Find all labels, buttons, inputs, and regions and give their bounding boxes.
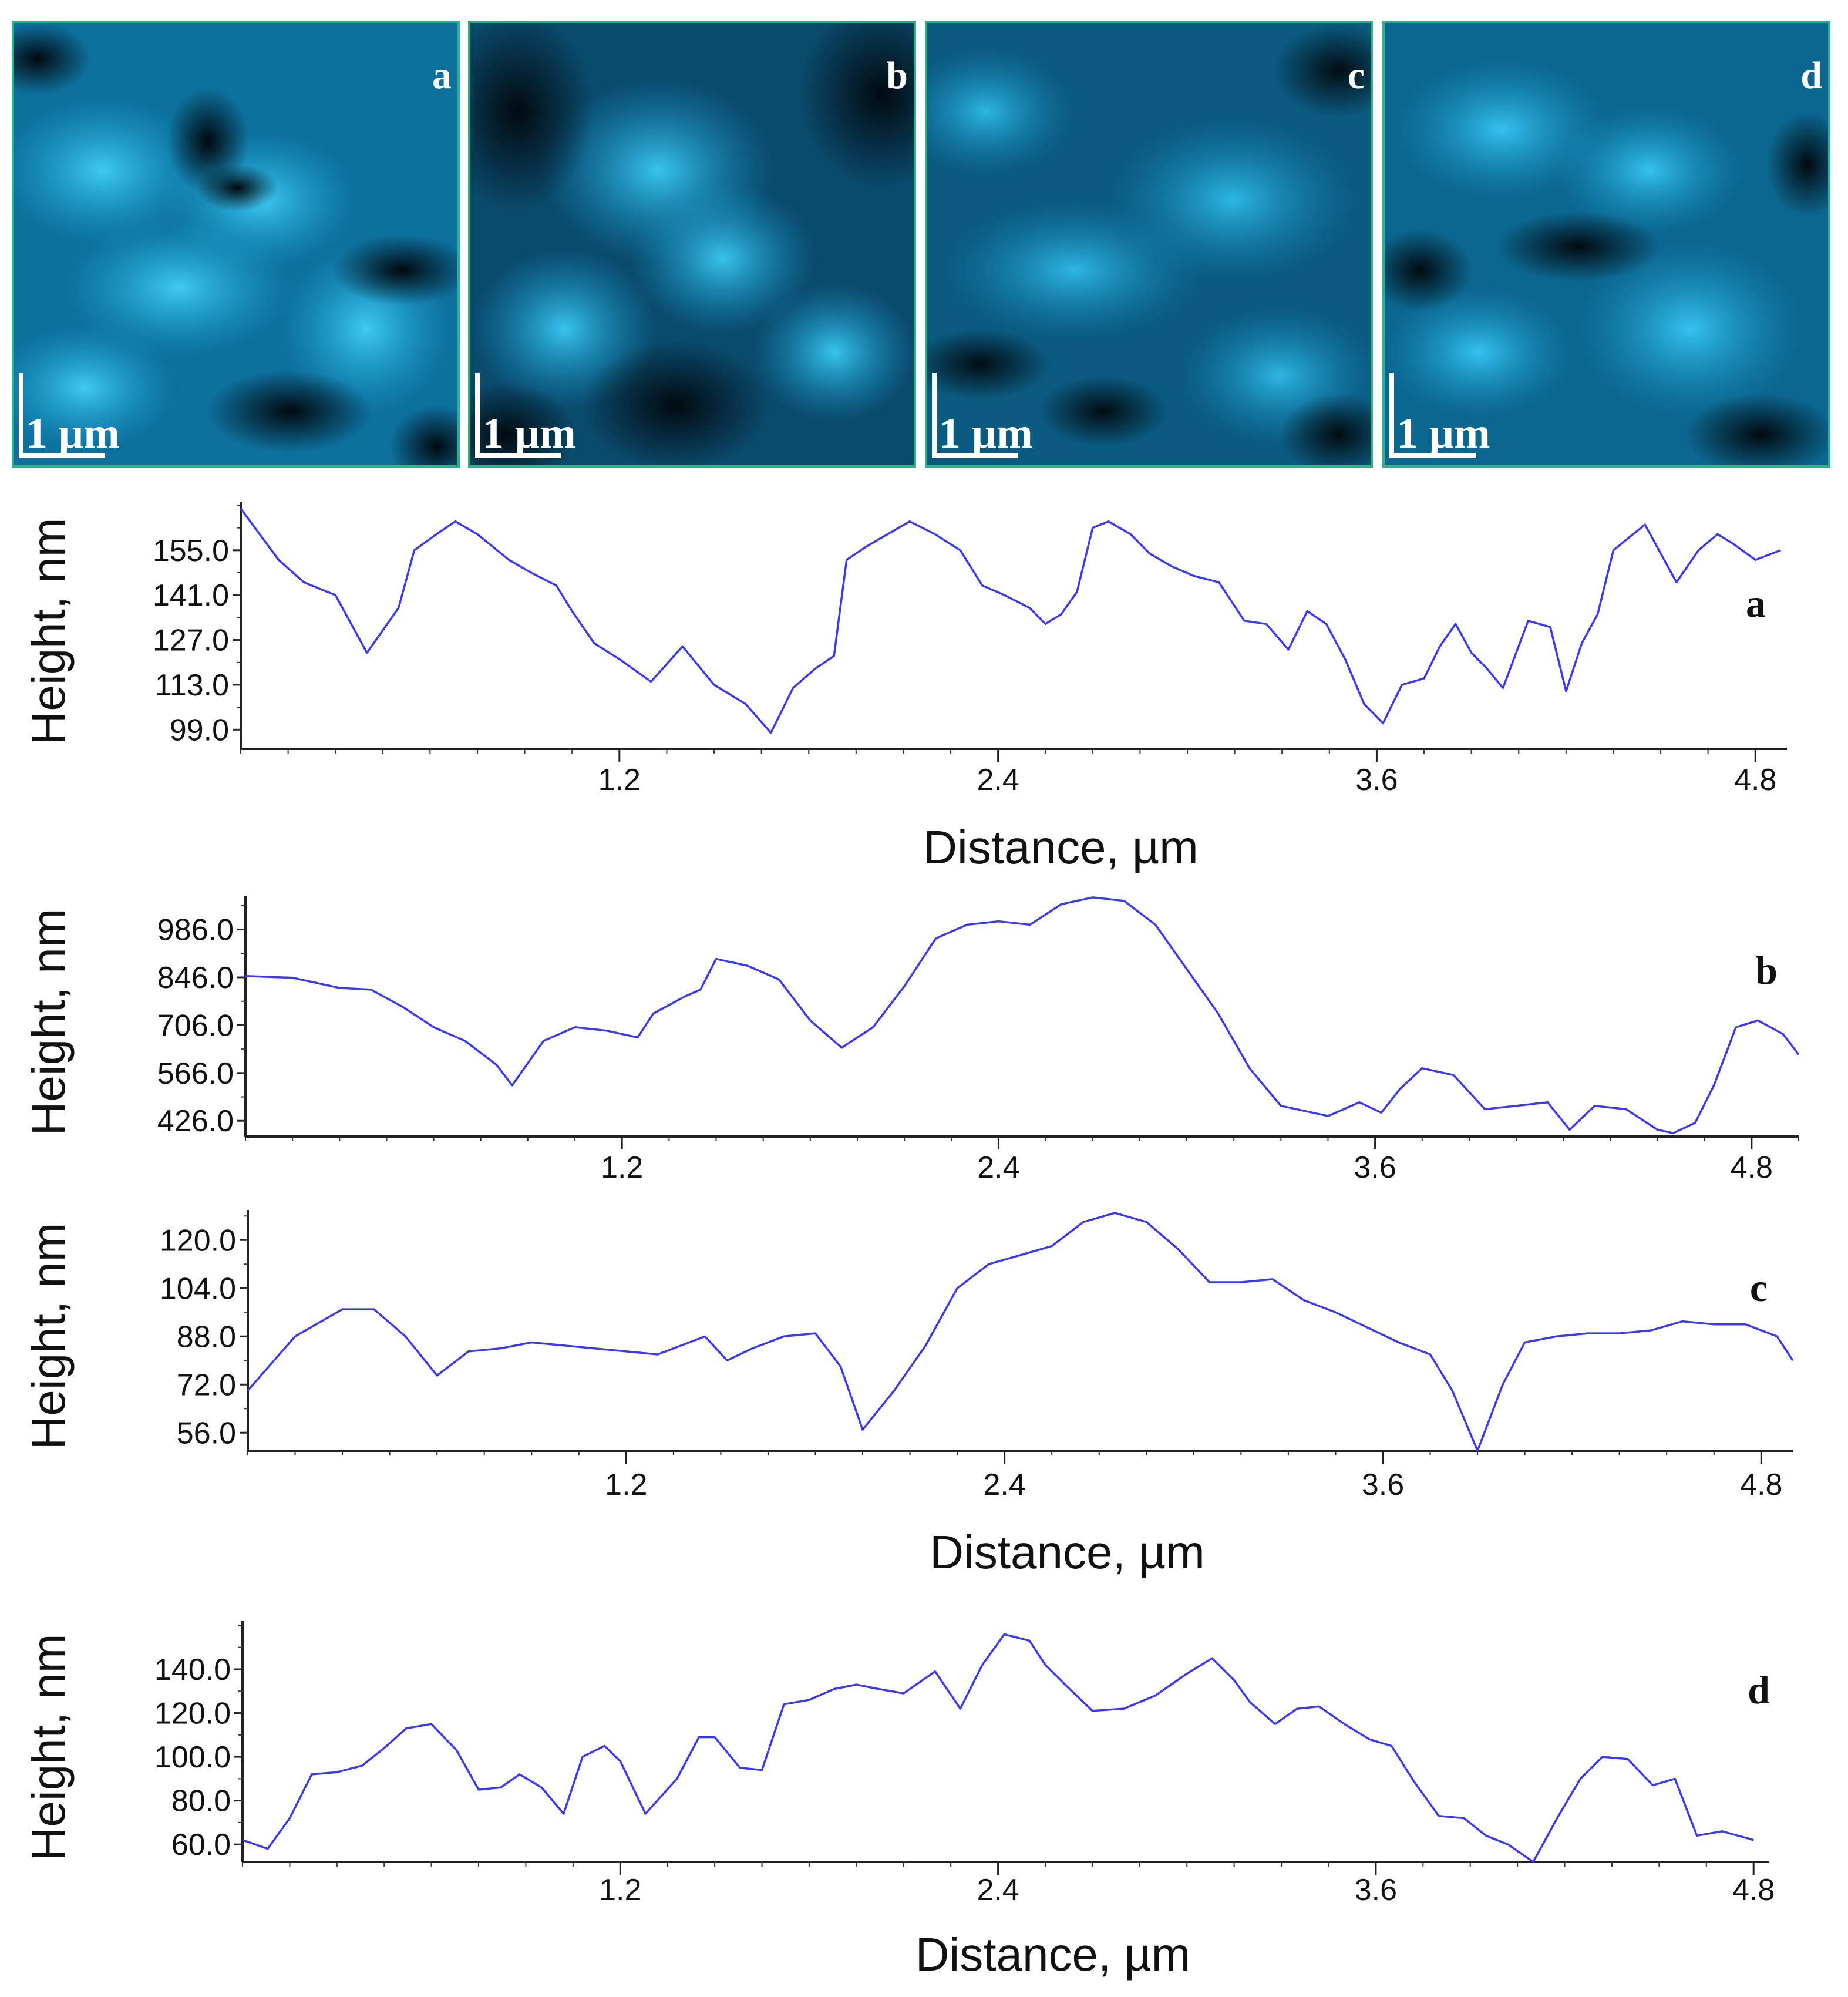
afm-panel-letter-a: a [432, 54, 452, 97]
x-tick-label: 2.4 [984, 1468, 1026, 1502]
y-tick-label: 99.0 [170, 713, 229, 747]
y-tick-label: 120.0 [160, 1223, 236, 1258]
y-tick-label: 80.0 [171, 1784, 231, 1818]
x-tick-label: 4.8 [1732, 1873, 1775, 1907]
y-axis-title: Height, nm [22, 518, 75, 745]
y-tick-label: 60.0 [171, 1828, 231, 1862]
height-profile-line-a [240, 507, 1781, 734]
y-tick-label: 127.0 [153, 624, 229, 658]
x-tick-label: 2.4 [977, 763, 1019, 797]
y-tick-label: 56.0 [177, 1416, 236, 1450]
x-tick-label: 4.8 [1734, 763, 1776, 797]
afm-image-a: a 1 µm [14, 23, 457, 465]
y-axis-title: Height, nm [22, 1223, 75, 1450]
afm-image-c: c 1 µm [927, 23, 1371, 465]
scale-bar-label-c: 1 µm [939, 409, 1033, 458]
y-tick-label: 120.0 [154, 1697, 231, 1731]
afm-image-panel-c: c 1 µm [925, 21, 1373, 468]
y-tick-label: 140.0 [154, 1653, 231, 1687]
scale-bar-label-b: 1 µm [482, 409, 576, 458]
height-profile-chart-a: 1.2 2.4 3.6 4.8 99.0 113.0 127.0 141.0 155.0 Heig… [22, 502, 1787, 873]
x-tick-label: 3.6 [1354, 1151, 1396, 1185]
y-tick-label: 426.0 [157, 1104, 234, 1138]
height-profile-line-b [245, 896, 1800, 1134]
chart-panel-letter: b [1755, 948, 1778, 993]
x-tick-label: 2.4 [977, 1873, 1019, 1907]
height-profile-chart-c: 1.2 2.4 3.6 4.8 56.0 72.0 88.0 104.0 120.0 Height… [22, 1210, 1794, 1578]
afm-panel-letter-d: d [1800, 54, 1822, 97]
x-tick-label: 3.6 [1355, 763, 1398, 797]
height-profile-line-c [247, 1212, 1794, 1452]
height-profile-chart-d: 1.2 2.4 3.6 4.8 60.0 80.0 100.0 120.0 140.0 Heigh… [22, 1621, 1775, 1981]
chart-panel-letter: a [1746, 581, 1766, 626]
x-tick-label: 2.4 [977, 1151, 1019, 1185]
afm-panel-letter-c: c [1348, 54, 1365, 97]
y-tick-label: 155.0 [153, 534, 229, 568]
x-axis-title: Distance, µm [930, 1526, 1204, 1578]
y-tick-label: 88.0 [177, 1320, 236, 1354]
chart-panel-letter: c [1750, 1265, 1768, 1310]
afm-image-d: d 1 µm [1385, 23, 1828, 465]
afm-panel-letter-b: b [886, 54, 908, 97]
height-profile-line-d [242, 1633, 1754, 1863]
x-tick-label: 3.6 [1355, 1873, 1397, 1907]
y-tick-label: 100.0 [154, 1740, 231, 1774]
y-tick-label: 141.0 [153, 579, 229, 613]
x-tick-label: 4.8 [1731, 1151, 1773, 1185]
x-axis-title: Distance, µm [915, 1928, 1190, 1981]
y-axis-title: Height, nm [22, 1634, 75, 1861]
scale-bar-c [932, 373, 1018, 458]
x-tick-label: 1.2 [598, 763, 641, 797]
y-tick-label: 104.0 [160, 1272, 236, 1306]
scale-bar-b [475, 373, 561, 458]
x-tick-label: 3.6 [1362, 1468, 1404, 1502]
scale-bar-d [1389, 373, 1476, 458]
afm-image-b: b 1 µm [470, 23, 914, 465]
x-tick-label: 4.8 [1740, 1468, 1782, 1502]
y-tick-label: 706.0 [157, 1008, 234, 1043]
afm-image-panel-d: d 1 µm [1382, 21, 1830, 468]
scale-bar-a [19, 373, 105, 458]
y-tick-label: 113.0 [155, 668, 229, 702]
x-tick-label: 1.2 [601, 1151, 643, 1185]
y-axis-title: Height, nm [22, 909, 75, 1136]
y-tick-label: 846.0 [157, 961, 234, 995]
x-tick-label: 1.2 [599, 1873, 641, 1907]
x-tick-label: 1.2 [605, 1468, 647, 1502]
afm-image-panel-a: a 1 µm [12, 21, 460, 468]
y-tick-label: 986.0 [157, 913, 234, 947]
y-tick-label: 566.0 [157, 1057, 234, 1091]
x-axis-title: Distance, µm [923, 821, 1198, 873]
chart-panel-letter: d [1748, 1667, 1770, 1712]
afm-image-panel-b: b 1 µm [468, 21, 916, 468]
scale-bar-label-d: 1 µm [1396, 409, 1490, 458]
height-profile-chart-b: 1.2 2.4 3.6 4.8 426.0 566.0 706.0 846.0 986.0 Hei… [22, 896, 1800, 1185]
y-tick-label: 72.0 [177, 1368, 236, 1402]
scale-bar-label-a: 1 µm [26, 409, 120, 458]
